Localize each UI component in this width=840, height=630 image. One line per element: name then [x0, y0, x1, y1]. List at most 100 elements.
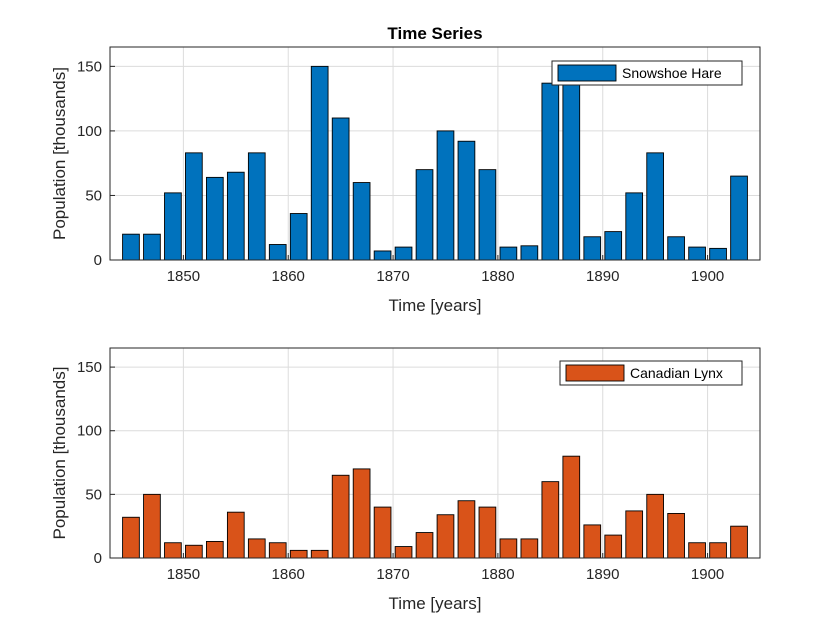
y-tick-label: 150 — [77, 359, 102, 376]
bar-canadian-lynx — [478, 506, 497, 559]
y-tick-label: 100 — [77, 423, 102, 440]
x-tick-label: 1890 — [586, 268, 619, 285]
x-axis-label: Time [years] — [389, 296, 482, 315]
axes-frame — [109, 347, 761, 559]
bar-snowshoe-hare — [226, 171, 245, 261]
bar-canadian-lynx — [604, 534, 623, 559]
bar-canadian-lynx — [247, 538, 266, 559]
bar-snowshoe-hare — [205, 176, 224, 261]
legend-label-lynx: Canadian Lynx — [630, 365, 723, 381]
bar-snowshoe-hare — [436, 130, 455, 261]
bar-snowshoe-hare — [604, 231, 623, 261]
bar-snowshoe-hare — [667, 236, 685, 261]
bar-canadian-lynx — [226, 511, 245, 559]
bar-canadian-lynx — [352, 468, 371, 559]
bar-canadian-lynx — [185, 544, 203, 559]
bar-canadian-lynx — [268, 542, 287, 559]
bar-canadian-lynx — [541, 481, 560, 559]
x-tick-label: 1850 — [167, 268, 200, 285]
x-tick-label: 1860 — [272, 566, 305, 583]
bar-canadian-lynx — [205, 541, 224, 559]
x-tick-label: 1880 — [481, 566, 514, 583]
bar-snowshoe-hare — [394, 246, 413, 261]
bar-canadian-lynx — [394, 546, 413, 559]
bar-canadian-lynx — [415, 532, 434, 559]
bar-canadian-lynx — [688, 542, 706, 559]
bar-snowshoe-hare — [122, 233, 140, 261]
y-axis-label: Population [thousands] — [50, 67, 69, 240]
x-tick-label: 1870 — [376, 566, 409, 583]
bar-canadian-lynx — [625, 510, 644, 559]
bar-canadian-lynx — [709, 542, 727, 559]
y-tick-labels: 0 50 100 150 — [77, 359, 102, 567]
lynx-panel: 1850 1860 1870 1880 1890 1900 0 50 100 150 Time … — [50, 347, 761, 613]
bar-snowshoe-hare — [583, 236, 602, 261]
bar-canadian-lynx — [436, 514, 455, 559]
legend: Snowshoe Hare — [551, 60, 743, 86]
x-tick-label: 1890 — [586, 566, 619, 583]
bar-canadian-lynx — [289, 549, 308, 559]
y-tick-label: 0 — [94, 252, 102, 269]
x-tick-label: 1850 — [167, 566, 200, 583]
bar-snowshoe-hare — [289, 213, 308, 261]
y-tick-label: 0 — [94, 550, 102, 567]
bar-canadian-lynx — [373, 506, 392, 559]
y-axis-label: Population [thousands] — [50, 367, 69, 540]
bar-snowshoe-hare — [164, 192, 182, 261]
x-tick-labels: 1850 1860 1870 1880 1890 1900 — [167, 268, 725, 285]
bar-canadian-lynx — [730, 525, 748, 559]
bar-snowshoe-hare — [143, 233, 161, 261]
axes-frame — [109, 46, 761, 261]
bar-snowshoe-hare — [709, 247, 727, 261]
bar-snowshoe-hare — [415, 169, 434, 261]
y-tick-label: 150 — [77, 58, 102, 75]
bar-canadian-lynx — [562, 455, 581, 559]
bar-snowshoe-hare — [310, 65, 329, 261]
bar-canadian-lynx — [122, 516, 140, 559]
bar-canadian-lynx — [457, 500, 476, 559]
bar-canadian-lynx — [143, 493, 161, 559]
legend: Canadian Lynx — [559, 360, 743, 386]
bar-canadian-lynx — [667, 513, 685, 559]
bar-snowshoe-hare — [185, 152, 203, 261]
bar-series — [122, 65, 748, 261]
bar-snowshoe-hare — [730, 175, 748, 261]
bar-canadian-lynx — [646, 493, 664, 559]
y-tick-labels: 0 50 100 150 — [77, 58, 102, 269]
x-tick-labels: 1850 1860 1870 1880 1890 1900 — [167, 566, 725, 583]
bar-snowshoe-hare — [457, 140, 476, 261]
bar-snowshoe-hare — [562, 82, 581, 261]
hare-panel: Time Series 1850 1860 1870 1880 1890 1900 0 50… — [50, 24, 761, 315]
bar-snowshoe-hare — [499, 246, 518, 261]
bar-canadian-lynx — [499, 538, 518, 559]
y-tick-label: 50 — [85, 486, 102, 503]
bar-snowshoe-hare — [352, 182, 371, 261]
y-tick-label: 50 — [85, 187, 102, 204]
bar-snowshoe-hare — [373, 250, 392, 261]
legend-swatch-lynx — [565, 364, 625, 382]
bar-snowshoe-hare — [268, 244, 287, 261]
bar-snowshoe-hare — [688, 246, 706, 261]
legend-swatch-hare — [557, 64, 617, 82]
x-tick-label: 1880 — [481, 268, 514, 285]
bar-snowshoe-hare — [541, 82, 560, 261]
bar-snowshoe-hare — [646, 152, 664, 261]
chart-title: Time Series — [387, 24, 482, 43]
y-tick-label: 100 — [77, 123, 102, 140]
bar-canadian-lynx — [164, 542, 182, 559]
bar-snowshoe-hare — [247, 152, 266, 261]
bar-canadian-lynx — [520, 538, 539, 559]
x-tick-label: 1900 — [691, 566, 724, 583]
bar-canadian-lynx — [310, 549, 329, 559]
bar-snowshoe-hare — [331, 117, 350, 261]
x-tick-label: 1860 — [272, 268, 305, 285]
bar-canadian-lynx — [583, 524, 602, 559]
bar-snowshoe-hare — [520, 245, 539, 261]
bar-snowshoe-hare — [625, 192, 644, 261]
bar-canadian-lynx — [331, 474, 350, 559]
bar-snowshoe-hare — [478, 169, 497, 261]
legend-label-hare: Snowshoe Hare — [622, 65, 722, 81]
x-tick-label: 1900 — [691, 268, 724, 285]
x-axis-label: Time [years] — [389, 594, 482, 613]
